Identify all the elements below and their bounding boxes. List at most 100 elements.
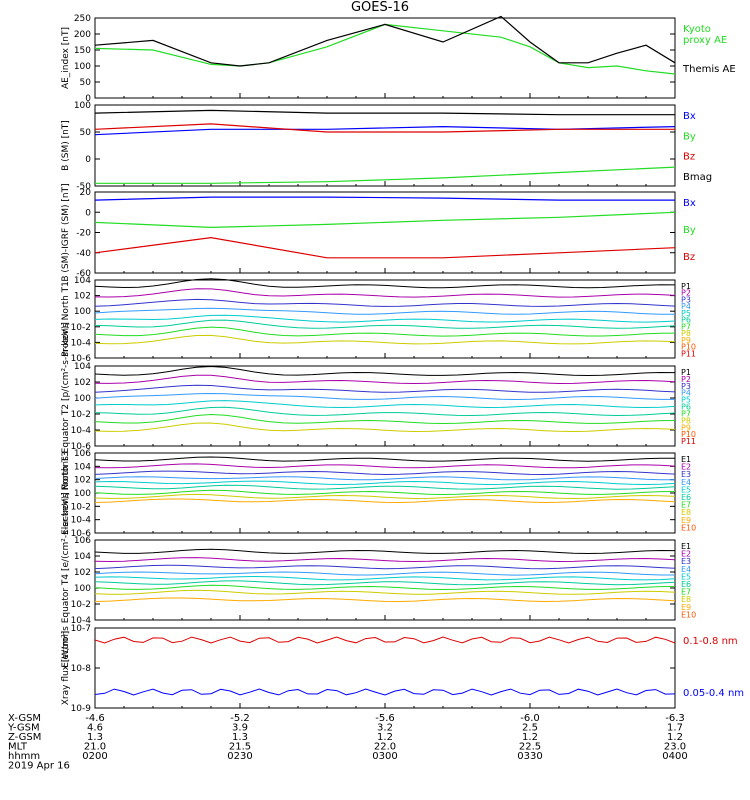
y-tick-label: 20 — [80, 188, 92, 198]
series-line — [94, 589, 676, 595]
series-legend: P8 — [681, 416, 691, 425]
series-legend: E1 — [681, 455, 691, 464]
series-legend: Bz — [683, 152, 695, 163]
series-legend: P5 — [681, 309, 691, 318]
y-tick-label: 150 — [74, 46, 91, 56]
axis-row-value: 1.2 — [522, 732, 538, 743]
y-tick-label: -40 — [76, 249, 91, 259]
series-legend: E9 — [681, 603, 691, 612]
panel-frame — [94, 627, 676, 709]
series-legend: P11 — [681, 349, 696, 358]
y-tick-label: 104 — [74, 552, 91, 562]
series-line — [94, 400, 676, 409]
axis-row-value: 1.7 — [667, 723, 683, 734]
y-tick-label: 10-4 — [71, 426, 92, 436]
axis-row-label: Z-GSM — [8, 732, 41, 743]
series-legend: E8 — [681, 595, 691, 604]
series-line — [94, 688, 676, 696]
series-line — [94, 307, 675, 315]
y-tick-label: -20 — [76, 229, 91, 239]
series-line — [95, 166, 676, 184]
axis-row-value: 0400 — [662, 751, 687, 762]
series-legend: E4 — [681, 565, 691, 574]
series-line — [94, 125, 676, 136]
series-line — [94, 548, 676, 555]
series-line — [94, 319, 676, 329]
plot-title: GOES-16 — [350, 0, 409, 15]
series-legend: E6 — [681, 493, 691, 502]
series-line — [94, 476, 675, 481]
series-legend: Bz — [683, 252, 695, 263]
y-tick-label: 104 — [74, 276, 91, 286]
series-line — [94, 580, 676, 586]
series-legend: P2 — [681, 375, 691, 384]
series-line — [94, 463, 676, 469]
series-legend: P2 — [681, 289, 691, 298]
series-legend: Bmag — [683, 172, 712, 183]
axis-row-label: hhmm — [8, 751, 40, 762]
panel-ylabel: B (SM) [nT] — [61, 120, 71, 171]
series-legend: E3 — [681, 470, 691, 479]
y-tick-label: 100 — [74, 489, 91, 499]
axis-row-label: Y-GSM — [7, 723, 40, 734]
series-line — [94, 23, 676, 75]
y-tick-label: 10-2 — [71, 600, 91, 610]
series-line — [94, 278, 676, 289]
series-line — [94, 123, 675, 133]
series-legend: E10 — [681, 610, 696, 619]
series-legend: E5 — [681, 485, 691, 494]
y-tick-label: 0 — [85, 155, 91, 165]
axis-row-value: -4.6 — [85, 713, 105, 724]
series-line — [94, 236, 676, 259]
y-tick-label: 100 — [74, 394, 91, 404]
panel-ylabel: Xray flux [W/m²] — [61, 631, 71, 705]
y-tick-label: 200 — [74, 30, 91, 40]
y-tick-label: 10-6 — [71, 442, 92, 452]
series-legend: P9 — [681, 423, 691, 432]
series-line — [94, 584, 676, 591]
panel-ylabel: AE_index [nT] — [61, 27, 71, 89]
y-tick-label: 102 — [74, 378, 91, 388]
panel-ylabel: Electrons Equator T4 [e/(cm²-s-sr-keV)] — [61, 492, 71, 668]
axis-row-value: 1.3 — [232, 732, 248, 743]
series-legend: P4 — [681, 389, 691, 398]
y-tick-label: 100 — [74, 101, 91, 111]
series-legend: E2 — [681, 550, 691, 559]
series-legend: P4 — [681, 302, 691, 311]
panel-ylabel: B (SM)-IGRF (SM) [nT] — [61, 183, 71, 281]
series-legend: P3 — [681, 382, 691, 391]
axis-row-value: -6.3 — [665, 713, 685, 724]
series-line — [94, 384, 676, 393]
panel-frame — [94, 191, 676, 274]
series-legend: Bx — [683, 198, 696, 209]
axis-row-value: 22.5 — [519, 742, 541, 753]
y-tick-label: 10-9 — [71, 704, 92, 714]
series-line — [94, 15, 676, 67]
panel-ylabel: Electrons North T3 — [61, 451, 71, 535]
series-legend: 0.05-0.4 nm — [683, 688, 744, 699]
panel-frame — [94, 17, 676, 99]
y-tick-label: -50 — [76, 182, 91, 192]
y-tick-label: 100 — [74, 62, 91, 72]
axis-row-value: 0230 — [227, 751, 252, 762]
y-tick-label: 10-2 — [71, 410, 91, 420]
axis-row-value: 3.9 — [232, 723, 248, 734]
y-tick-label: 0 — [85, 208, 91, 218]
panel-ylabel: Protons Equator T2 [p/(cm²-s-sr-keV)] — [61, 322, 71, 490]
series-legend: P1 — [681, 282, 691, 291]
y-tick-label: 10-7 — [71, 624, 91, 634]
y-tick-label: 102 — [74, 568, 91, 578]
series-line — [94, 480, 676, 486]
series-legend: P5 — [681, 396, 691, 405]
axis-row-value: 21.5 — [229, 742, 251, 753]
series-legend: P1 — [681, 368, 691, 377]
y-tick-label: 250 — [74, 14, 91, 24]
series-line — [94, 406, 676, 417]
series-legend: E7 — [681, 588, 691, 597]
series-legend: E1 — [681, 542, 691, 551]
y-tick-label: 10-4 — [71, 516, 92, 526]
y-tick-label: 104 — [74, 362, 91, 372]
y-tick-label: 10-6 — [71, 529, 92, 539]
series-line — [94, 211, 676, 229]
